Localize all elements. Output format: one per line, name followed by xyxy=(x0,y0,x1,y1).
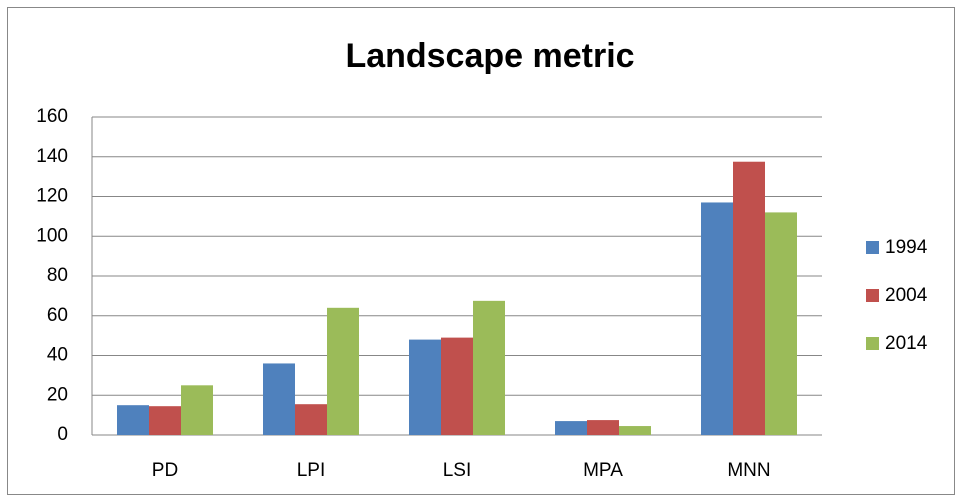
bar xyxy=(555,421,587,435)
legend-swatch xyxy=(866,337,879,350)
y-tick-label: 40 xyxy=(47,345,68,366)
bar xyxy=(117,405,149,435)
chart-title: Landscape metric xyxy=(345,37,634,75)
bar xyxy=(327,307,359,435)
bar xyxy=(149,406,181,435)
bar xyxy=(733,161,765,435)
y-tick-label: 140 xyxy=(36,146,68,167)
y-tick-label: 160 xyxy=(36,106,68,127)
legend-label: 2004 xyxy=(885,285,928,306)
x-tick-label: MPA xyxy=(583,460,623,481)
legend-label: 2014 xyxy=(885,333,928,354)
x-tick-label: LPI xyxy=(297,460,326,481)
bar xyxy=(701,202,733,435)
y-tick-label: 20 xyxy=(47,384,68,405)
bar xyxy=(295,404,327,435)
bar xyxy=(619,426,651,435)
y-tick-label: 100 xyxy=(36,225,68,246)
legend-swatch xyxy=(866,241,879,254)
y-tick-label: 60 xyxy=(47,305,68,326)
legend-label: 1994 xyxy=(885,237,928,258)
x-tick-label: MNN xyxy=(727,460,770,481)
x-tick-label: LSI xyxy=(443,460,472,481)
bar xyxy=(765,212,797,435)
bar xyxy=(473,300,505,435)
x-tick-label: PD xyxy=(152,460,178,481)
y-tick-label: 0 xyxy=(57,424,68,445)
bar xyxy=(441,337,473,435)
bar xyxy=(263,363,295,435)
bar xyxy=(409,339,441,435)
y-tick-label: 120 xyxy=(36,186,68,207)
legend-swatch xyxy=(866,289,879,302)
bar xyxy=(587,420,619,435)
bar xyxy=(181,385,213,435)
y-tick-label: 80 xyxy=(47,265,68,286)
